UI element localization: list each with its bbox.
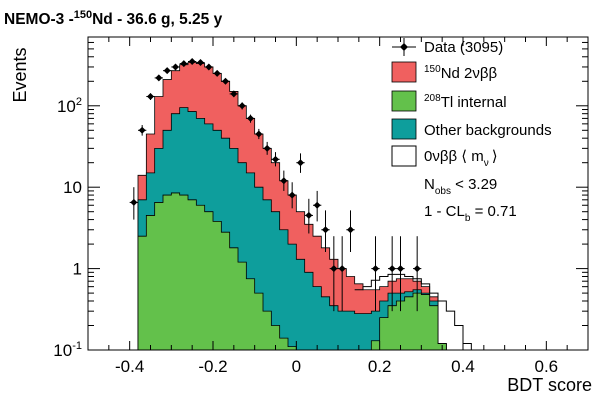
x-tick-label: 0.6 xyxy=(535,357,559,376)
legend-item-tl208: 208Tl internal xyxy=(392,91,507,111)
legend-item-data: Data (3095) xyxy=(392,38,503,56)
legend-tl208-text: Tl internal xyxy=(441,94,507,111)
y-tick-label-exponent: -1 xyxy=(72,340,82,352)
y-tick-label-base: 10 xyxy=(57,97,76,116)
legend-data-marker-diamond xyxy=(400,43,408,51)
legend-label-other: Other backgrounds xyxy=(424,122,552,139)
stat-nobs: Nobs < 3.29 xyxy=(424,176,497,197)
data-point xyxy=(164,67,171,74)
legend-tl208-sup: 208 xyxy=(424,93,441,104)
x-tick-label: 0 xyxy=(292,357,301,376)
legend-label-tl208: 208Tl internal xyxy=(424,93,507,111)
legend-label-nd2vbb: 150Nd 2νββ xyxy=(424,64,498,82)
legend: Data (3095) 150Nd 2νββ 208Tl internal Ot… xyxy=(392,38,552,224)
stat-clb-rest: = 0.71 xyxy=(470,203,516,220)
y-tick-label-exponent: 2 xyxy=(76,96,82,108)
data-point xyxy=(130,199,137,206)
data-point xyxy=(172,63,179,70)
data-point xyxy=(139,127,146,134)
legend-nd2vbb-sup: 150 xyxy=(424,64,441,75)
y-axis-label: Events xyxy=(10,47,30,102)
y-tick-label: 10 xyxy=(63,178,82,197)
data-point xyxy=(305,212,312,219)
data-point xyxy=(272,156,279,163)
x-tick-label: 0.4 xyxy=(451,357,475,376)
stat-nobs-rest: < 3.29 xyxy=(451,176,497,193)
data-point xyxy=(397,265,404,272)
legend-item-other: Other backgrounds xyxy=(392,119,552,139)
legend-item-zero-nu: 0νββ ⟨ mν ⟩ xyxy=(392,146,498,169)
y-tick-label: 102 xyxy=(57,96,82,116)
data-point xyxy=(155,74,162,81)
data-point xyxy=(347,226,354,233)
stat-clb: 1 - CLb = 0.71 xyxy=(424,203,517,224)
chart-title-mass-number: 150 xyxy=(74,9,92,21)
legend-nd2vbb-text: Nd 2νββ xyxy=(441,65,498,82)
stat-nobs-sub: obs xyxy=(435,186,451,197)
stat-clb-main: 1 - CL xyxy=(424,203,465,220)
legend-swatch-zero-nu xyxy=(392,146,416,166)
legend-swatch-nd2vbb xyxy=(392,62,416,82)
y-tick-label-base: 10 xyxy=(53,341,72,360)
legend-swatch-other xyxy=(392,119,416,139)
legend-label-data: Data (3095) xyxy=(424,39,503,56)
chart-title-element: Nd - 36.6 g, 5.25 y xyxy=(92,11,222,28)
legend-swatch-tl208 xyxy=(392,91,416,111)
data-point xyxy=(372,265,379,272)
chart-title: NEMO-3 -150Nd - 36.6 g, 5.25 y xyxy=(4,9,223,28)
x-tick-label: -0.4 xyxy=(115,357,144,376)
x-tick-label: 0.2 xyxy=(368,357,392,376)
data-point xyxy=(314,202,321,209)
data-point xyxy=(322,226,329,233)
data-point xyxy=(389,265,396,272)
legend-label-zero-nu: 0νββ ⟨ mν ⟩ xyxy=(424,148,498,169)
legend-zero-nu-text: 0νββ ⟨ m xyxy=(424,148,484,165)
data-point xyxy=(414,265,421,272)
legend-item-nd2vbb: 150Nd 2νββ xyxy=(392,62,498,82)
x-tick-label: -0.2 xyxy=(198,357,227,376)
x-axis-label: BDT score xyxy=(507,375,592,395)
data-point xyxy=(297,159,304,166)
y-tick-label: 10-1 xyxy=(53,340,82,360)
stat-nobs-main: N xyxy=(424,176,435,193)
legend-zero-nu-end: ⟩ xyxy=(492,148,498,165)
legend-zero-nu-sub: ν xyxy=(484,158,489,169)
y-tick-label: 1 xyxy=(73,260,82,279)
chart-title-prefix: NEMO-3 - xyxy=(4,11,74,28)
data-point xyxy=(147,93,154,100)
